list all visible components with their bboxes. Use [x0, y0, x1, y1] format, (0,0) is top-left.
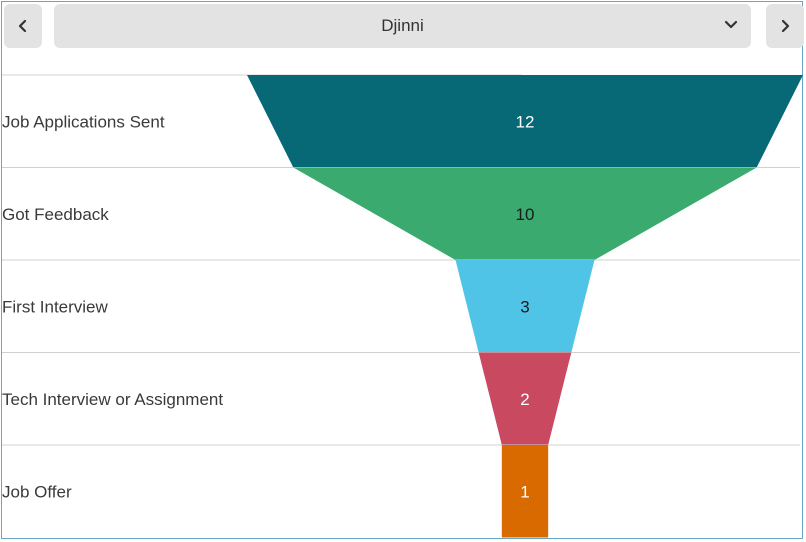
funnel-segment[interactable] — [247, 75, 803, 168]
category-label: Got Feedback — [2, 205, 109, 224]
next-button[interactable] — [766, 4, 804, 48]
data-label: 2 — [520, 390, 529, 409]
chevron-left-icon — [18, 19, 27, 33]
chevron-right-icon — [781, 19, 790, 33]
category-label: Tech Interview or Assignment — [2, 390, 223, 409]
funnel-segment[interactable] — [455, 260, 595, 353]
funnel-segment[interactable] — [478, 352, 572, 446]
previous-button[interactable] — [4, 4, 42, 48]
data-label: 3 — [520, 297, 529, 316]
data-label: 1 — [520, 482, 529, 501]
source-select[interactable]: Djinni — [54, 4, 751, 48]
category-label: Job Offer — [2, 482, 72, 501]
selected-value: Djinni — [381, 16, 424, 35]
data-label: 10 — [516, 205, 535, 224]
funnel-segment[interactable] — [501, 445, 549, 538]
chevron-down-icon — [724, 20, 738, 29]
category-label: Job Applications Sent — [2, 112, 165, 131]
data-label: 12 — [516, 112, 535, 131]
funnel-segment[interactable] — [293, 167, 757, 261]
selector-bar: Djinni — [2, 2, 804, 52]
category-label: First Interview — [2, 297, 109, 316]
